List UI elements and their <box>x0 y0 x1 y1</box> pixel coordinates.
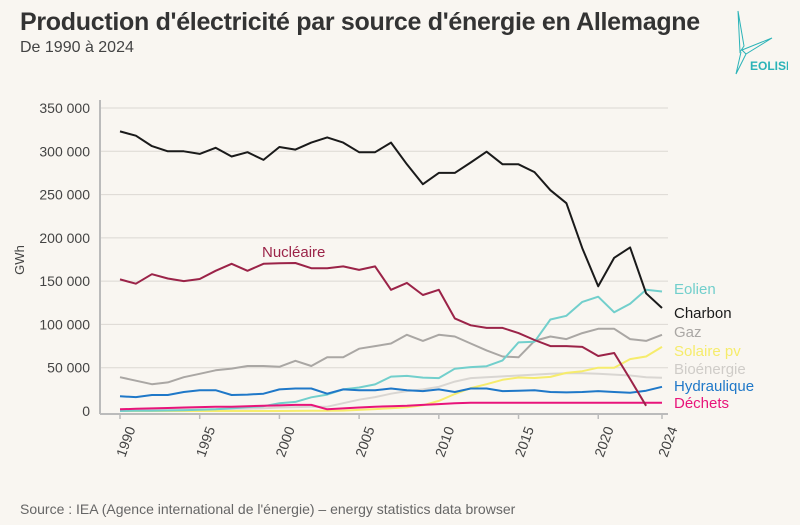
x-tick-label: 2010 <box>432 424 458 459</box>
y-tick-label: 0 <box>82 403 90 419</box>
eolise-logo: EOLISE <box>728 8 788 78</box>
y-tick-label: 250 000 <box>39 187 90 203</box>
series-line-hydraulique <box>119 385 663 399</box>
series-label: Bioénergie <box>674 361 746 378</box>
series-label: Hydraulique <box>674 378 754 395</box>
x-tick-label: 1990 <box>113 424 139 459</box>
y-axis-label: GWh <box>12 245 27 275</box>
series-label: Charbon <box>674 305 732 322</box>
y-tick-label: 350 000 <box>39 100 90 116</box>
series-line-eolien <box>119 288 663 412</box>
y-tick-label: 300 000 <box>39 143 90 159</box>
series-line-solaire-pv <box>120 346 663 412</box>
y-tick-label: 50 000 <box>47 360 90 376</box>
x-tick-label: 2024 <box>655 424 681 459</box>
series-line-charbon <box>119 130 663 309</box>
gridlines <box>100 107 668 369</box>
y-tick-label: 150 000 <box>39 273 90 289</box>
x-tick-label: 2000 <box>272 424 298 459</box>
series-line-gaz <box>119 327 663 386</box>
source-note: Source : IEA (Agence international de l'… <box>20 501 516 517</box>
series-label: Déchets <box>674 395 729 412</box>
x-tick-label: 2015 <box>511 424 537 459</box>
chart-subtitle: De 1990 à 2024 <box>20 39 134 56</box>
x-tick-label: 1995 <box>192 424 218 459</box>
wind-turbine-icon <box>735 10 773 75</box>
series-line-d-chets <box>119 401 662 411</box>
series-label: Eolien <box>674 281 716 298</box>
series-line-nucl-aire <box>119 262 647 407</box>
series-label: Nucléaire <box>262 244 325 261</box>
x-tick-label: 2020 <box>591 424 617 459</box>
logo-text: EOLISE <box>750 59 788 73</box>
series-label: Gaz <box>674 324 702 341</box>
series-label: Solaire pv <box>674 343 741 360</box>
chart-title: Production d'électricité par source d'én… <box>20 8 700 36</box>
series-lines <box>119 130 663 412</box>
y-tick-label: 100 000 <box>39 316 90 332</box>
axes: 0 50 000 100 000 150 000 200 000 250 000 300 0… <box>12 100 681 459</box>
x-tick-label: 2005 <box>352 424 378 459</box>
series-labels: Bioénergie Gaz Solaire pv Eolien Hydraulique… <box>262 244 754 412</box>
y-tick-label: 200 000 <box>39 230 90 246</box>
